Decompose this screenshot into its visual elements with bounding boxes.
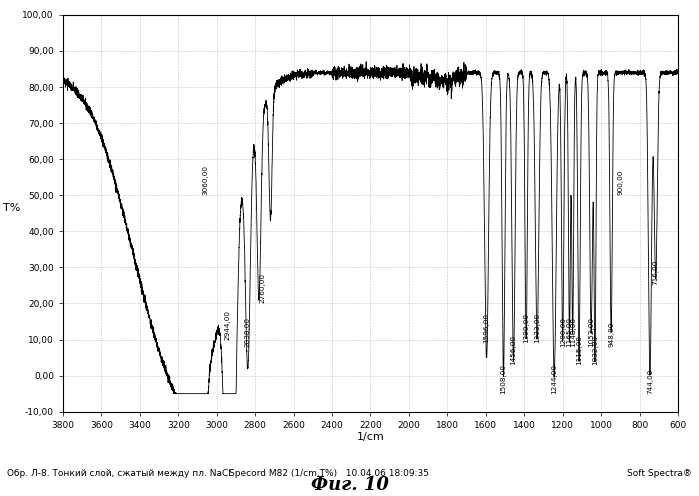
- Y-axis label: T%: T%: [3, 203, 20, 213]
- Text: 716,00: 716,00: [653, 260, 658, 285]
- Text: 900,00: 900,00: [617, 170, 624, 195]
- Text: 948,00: 948,00: [608, 321, 614, 347]
- Text: 1115,00: 1115,00: [576, 335, 582, 365]
- Text: 2944,00: 2944,00: [224, 310, 231, 340]
- Text: 3060,00: 3060,00: [202, 165, 208, 195]
- Text: 1165,00: 1165,00: [566, 317, 572, 347]
- Text: 1052,00: 1052,00: [588, 317, 594, 347]
- Text: 1596,00: 1596,00: [484, 313, 489, 343]
- Text: Specord M82 (1/cm,T%)   10.04.06 18:09:35: Specord M82 (1/cm,T%) 10.04.06 18:09:35: [229, 469, 428, 478]
- X-axis label: 1/cm: 1/cm: [356, 433, 384, 442]
- Text: 1333,00: 1333,00: [534, 313, 540, 343]
- Text: 1508,00: 1508,00: [500, 364, 507, 394]
- Text: Soft Spectra®: Soft Spectra®: [627, 469, 692, 478]
- Text: 2838,00: 2838,00: [245, 317, 251, 347]
- Text: 2760,00: 2760,00: [260, 273, 266, 304]
- Text: 1390,00: 1390,00: [523, 313, 529, 343]
- Text: 1032,00: 1032,00: [592, 335, 598, 365]
- Text: Фиг. 10: Фиг. 10: [310, 476, 389, 494]
- Text: 1244,00: 1244,00: [552, 364, 557, 394]
- Text: 744,00: 744,00: [647, 368, 653, 394]
- Text: 1200,00: 1200,00: [560, 317, 565, 347]
- Text: 1456,00: 1456,00: [510, 335, 517, 365]
- Text: Обр. Л-8. Тонкий слой, сжатый между пл. NaCl: Обр. Л-8. Тонкий слой, сжатый между пл. …: [7, 469, 231, 478]
- Text: 1148,00: 1148,00: [570, 317, 576, 347]
